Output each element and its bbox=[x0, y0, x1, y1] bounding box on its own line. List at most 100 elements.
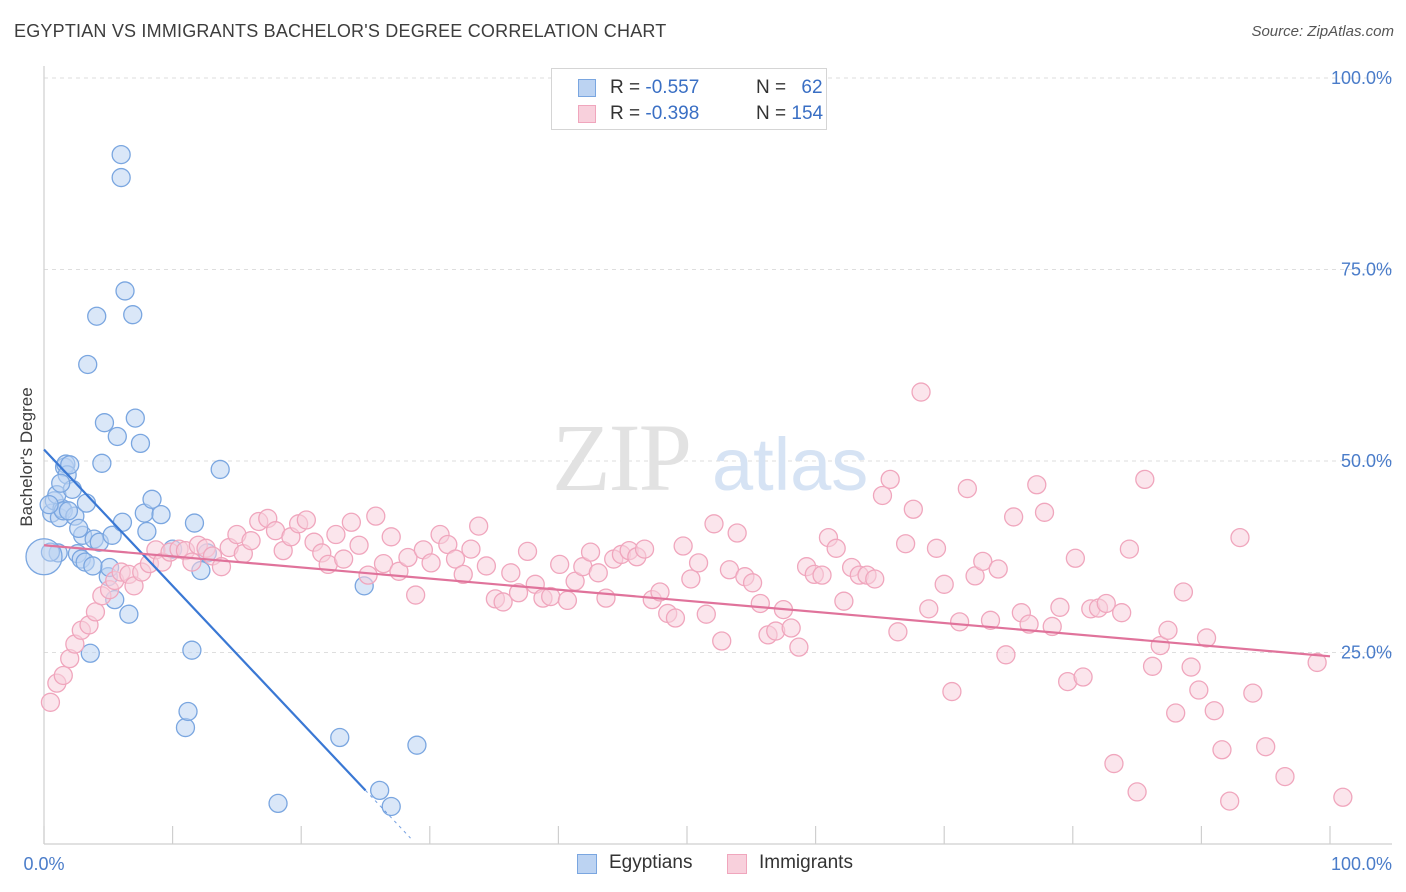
immigrants-point-124 bbox=[980, 610, 1001, 630]
immigrants-point-136 bbox=[1073, 667, 1093, 687]
gridlines bbox=[44, 77, 1392, 653]
egyptians-point-56 bbox=[39, 495, 59, 515]
egyptians-point-57 bbox=[69, 518, 89, 539]
immigrants-point-127 bbox=[1003, 507, 1024, 527]
immigrants-point-83 bbox=[665, 608, 686, 628]
immigrants-point-157 bbox=[1243, 683, 1263, 703]
trend-lines bbox=[43, 448, 1331, 839]
immigrants-point-63 bbox=[508, 583, 529, 603]
egyptians-point-48 bbox=[268, 793, 288, 814]
immigrants-point-41 bbox=[333, 549, 354, 569]
legend-r-value-immigrants: -0.398 bbox=[645, 103, 700, 124]
y-tick-label-50: 50.0% bbox=[1341, 451, 1392, 471]
egyptians-point-44 bbox=[184, 513, 205, 533]
immigrants-point-111 bbox=[880, 469, 900, 490]
immigrants-point-102 bbox=[812, 565, 832, 585]
legend-swatch-egyptians bbox=[578, 79, 596, 97]
immigrants-point-120 bbox=[949, 612, 970, 632]
immigrants-point-56 bbox=[453, 564, 473, 585]
immigrants-point-52 bbox=[421, 553, 441, 573]
bottom-legend-swatch-immigrants bbox=[727, 854, 747, 874]
immigrants-point-112 bbox=[888, 622, 908, 642]
immigrants-point-116 bbox=[919, 599, 939, 619]
immigrants-point-154 bbox=[1212, 740, 1232, 760]
egyptians-point-39 bbox=[151, 504, 171, 525]
immigrants-point-84 bbox=[673, 536, 693, 556]
immigrants-point-114 bbox=[903, 499, 923, 519]
immigrants-point-135 bbox=[1065, 548, 1086, 568]
legend-r-label: R = bbox=[610, 103, 641, 124]
egyptians-point-32 bbox=[119, 604, 139, 624]
immigrants-point-151 bbox=[1189, 680, 1209, 700]
egyptians-point-23 bbox=[94, 413, 115, 433]
immigrants-point-21 bbox=[182, 552, 202, 572]
egyptians-point-59 bbox=[83, 556, 103, 576]
immigrants-point-94 bbox=[750, 593, 770, 614]
egyptians-point-49 bbox=[330, 727, 350, 748]
immigrants-point-161 bbox=[1333, 787, 1353, 807]
immigrants-point-64 bbox=[517, 541, 538, 562]
immigrants-point-43 bbox=[349, 535, 369, 555]
immigrants-point-36 bbox=[296, 510, 316, 530]
egyptians-point-41 bbox=[175, 717, 196, 738]
immigrants-point-59 bbox=[476, 556, 497, 576]
immigrants-point-153 bbox=[1204, 701, 1224, 721]
immigrants-point-68 bbox=[550, 554, 570, 575]
egyptians-point-28 bbox=[107, 426, 127, 447]
immigrants-point-152 bbox=[1196, 628, 1217, 648]
immigrants-point-140 bbox=[1104, 753, 1124, 774]
immigrants-point-93 bbox=[742, 573, 763, 593]
immigrants-point-147 bbox=[1158, 620, 1178, 640]
legend-r-label: R = bbox=[610, 77, 641, 98]
immigrants-point-74 bbox=[596, 588, 616, 608]
immigrants-point-89 bbox=[712, 631, 732, 651]
egyptians-point-16 bbox=[76, 493, 97, 513]
immigrants-point-46 bbox=[373, 553, 394, 574]
immigrants-point-44 bbox=[358, 565, 378, 585]
immigrants-point-79 bbox=[634, 539, 655, 559]
egyptians-point-17 bbox=[78, 354, 98, 375]
egyptians-point-35 bbox=[130, 433, 151, 454]
immigrants-point-126 bbox=[996, 645, 1016, 665]
immigrants-point-156 bbox=[1230, 527, 1250, 548]
immigrants-point-104 bbox=[826, 538, 846, 558]
legend-n-label: N = bbox=[756, 77, 787, 98]
immigrants-point-62 bbox=[501, 563, 521, 583]
immigrants-point-87 bbox=[696, 604, 716, 624]
legend-n-label: N = bbox=[756, 103, 787, 124]
y-tick-label-100: 100.0% bbox=[1331, 68, 1392, 88]
immigrants-point-125 bbox=[988, 559, 1008, 579]
immigrants-point-49 bbox=[398, 547, 418, 568]
egyptians-point-58 bbox=[40, 542, 61, 562]
legend-r-value-egyptians: -0.557 bbox=[645, 77, 700, 98]
egyptians-points bbox=[25, 144, 427, 817]
immigrants-point-131 bbox=[1034, 502, 1055, 522]
egyptians-point-29 bbox=[111, 167, 131, 188]
immigrants-point-61 bbox=[493, 592, 513, 612]
immigrants-point-159 bbox=[1275, 766, 1295, 787]
immigrants-point-119 bbox=[942, 681, 962, 702]
immigrants-point-113 bbox=[895, 534, 916, 554]
immigrants-point-40 bbox=[326, 524, 346, 545]
immigrants-point-160 bbox=[1307, 652, 1327, 673]
watermark: ZIP atlas bbox=[552, 404, 868, 511]
x-tick-label-max: 100.0% bbox=[1331, 854, 1392, 874]
immigrants-point-158 bbox=[1256, 737, 1276, 757]
watermark-atlas: atlas bbox=[712, 423, 868, 506]
immigrants-point-58 bbox=[469, 516, 489, 536]
egyptians-point-large bbox=[25, 538, 63, 576]
immigrants-point-143 bbox=[1127, 782, 1147, 802]
bottom-legend-label-immigrants: Immigrants bbox=[759, 852, 853, 873]
egyptians-point-33 bbox=[123, 305, 143, 325]
immigrants-point-50 bbox=[406, 585, 426, 605]
immigrants-point-88 bbox=[704, 514, 724, 534]
egyptians-point-60 bbox=[112, 512, 133, 532]
egyptians-trend-line bbox=[43, 448, 367, 792]
immigrants-point-145 bbox=[1142, 656, 1163, 676]
bottom-legend-swatch-egyptians bbox=[577, 854, 597, 874]
egyptians-point-53 bbox=[407, 735, 427, 755]
immigrants-point-25 bbox=[211, 557, 232, 577]
egyptians-point-55 bbox=[58, 501, 79, 521]
immigrants-point-42 bbox=[341, 512, 362, 532]
